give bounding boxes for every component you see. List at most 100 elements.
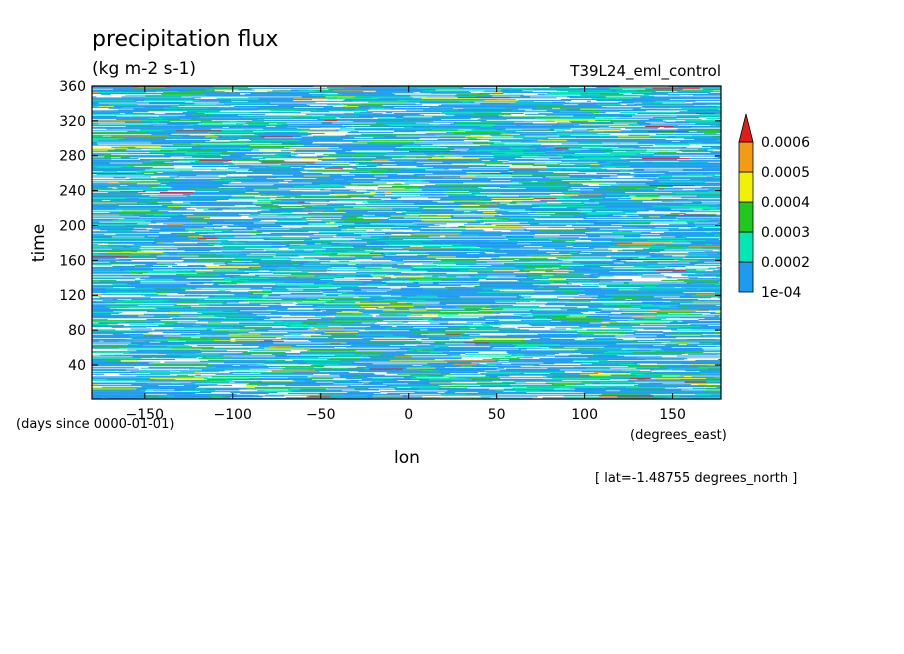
field-cell [470,338,476,340]
field-cell [424,220,469,222]
field-cell [399,332,430,334]
field-cell [672,349,704,351]
field-cell [126,283,165,285]
field-cell [483,123,489,125]
field-cell [441,112,496,114]
field-cell [512,344,560,346]
field-cell [680,103,721,105]
field-cell [690,295,719,297]
field-cell [633,147,643,149]
field-cell [409,293,455,295]
field-cell [205,89,215,91]
field-cell [92,256,129,258]
field-cell [469,158,480,160]
field-cell [560,320,599,322]
field-cell [179,171,237,173]
field-cell [585,227,630,229]
field-cell [184,102,226,104]
field-cell [541,170,580,172]
field-cell [143,345,189,347]
field-cell [664,188,683,190]
field-cell [198,132,209,134]
field-cell [451,163,485,165]
field-cell [668,229,687,231]
field-cell [357,185,379,187]
field-cell [92,159,127,161]
field-cell [561,335,616,337]
field-cell [92,96,97,98]
field-cell [172,144,201,146]
field-cell [669,224,720,226]
field-cell [604,145,654,147]
field-cell [562,156,594,158]
field-cell [471,126,494,128]
field-cell [343,104,385,106]
field-cell [344,87,404,89]
field-cell [588,121,614,123]
field-cell [221,153,246,155]
field-cell [299,139,340,141]
field-cell [547,188,574,190]
field-cell [176,261,213,263]
field-cell [323,153,366,155]
field-cell [361,138,420,140]
field-cell [414,88,433,90]
field-cell [714,112,721,114]
field-cell [697,300,721,302]
field-cell [646,345,661,347]
field-cell [483,91,502,93]
field-cell [326,86,369,88]
field-cell [299,317,334,319]
field-cell [163,252,172,254]
field-cell [178,339,231,341]
field-cell [327,180,349,182]
field-cell [285,251,332,253]
field-cell [201,312,253,314]
field-cell [303,145,321,147]
field-cell [214,275,260,277]
field-cell [337,253,382,255]
field-cell [240,190,291,192]
field-cell [615,143,621,145]
field-cell [691,243,721,245]
field-cell [692,201,706,203]
field-cell [580,123,636,125]
field-cell [493,293,514,295]
field-cell [389,252,421,254]
field-cell [675,120,721,122]
field-cell [197,345,219,347]
field-cell [711,232,721,234]
field-cell [237,254,247,256]
field-cell [603,219,633,221]
field-cell [235,167,277,169]
field-cell [406,155,440,157]
field-cell [346,213,362,215]
field-cell [414,241,443,243]
field-cell [572,195,630,197]
field-cell [125,309,131,311]
field-cell [594,165,605,168]
field-cell [164,121,191,123]
field-cell [484,163,535,165]
field-cell [176,214,195,216]
field-cell [663,126,692,128]
field-cell [420,246,441,248]
field-cell [526,141,583,143]
field-cell [231,99,259,101]
field-cell [555,146,564,148]
field-cell [425,132,455,134]
field-cell [521,314,528,316]
field-cell [268,305,317,307]
field-cell [92,325,114,327]
field-cell [224,235,252,237]
field-cell [153,240,207,242]
field-cell [656,176,707,178]
field-cell [245,337,276,339]
field-cell [532,88,581,90]
field-cell [525,209,583,211]
field-cell [130,117,165,119]
field-cell [409,318,432,320]
field-cell [542,277,548,279]
field-cell [405,106,445,108]
field-cell [655,244,701,246]
